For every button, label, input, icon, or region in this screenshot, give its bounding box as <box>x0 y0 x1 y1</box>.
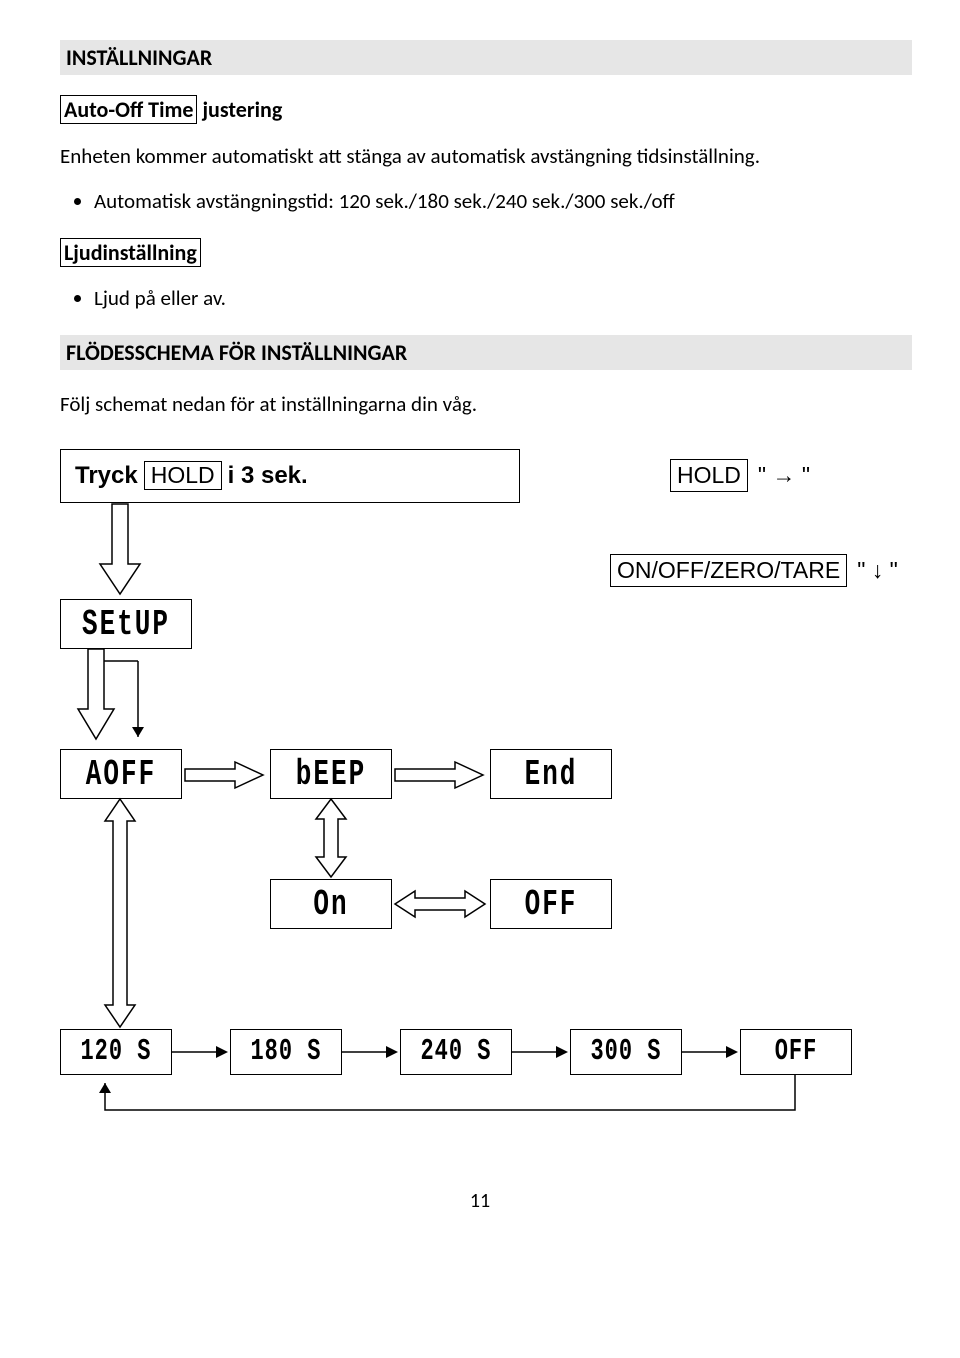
start-prefix: Tryck <box>75 462 138 490</box>
auto-off-desc: Enheten kommer automatiskt att stänga av… <box>60 142 900 170</box>
sound-heading-boxed: Ljudinställning <box>60 238 201 267</box>
start-suffix: i 3 sek. <box>228 462 308 490</box>
sound-bullets: Ljud på eller av. <box>94 285 900 311</box>
legend-hold: HOLD " → " <box>670 459 810 492</box>
node-end-text: End <box>525 753 578 795</box>
legend-onoff: ON/OFF/ZERO/TARE " ↓ " <box>610 554 898 587</box>
arrow-opt-1 <box>172 1043 228 1061</box>
auto-off-heading: Auto-Off Time justering <box>60 95 900 124</box>
flow-start-node: Tryck HOLD i 3 sek. <box>60 449 520 503</box>
auto-off-bullets: Automatisk avstängningstid: 120 sek./180… <box>94 188 900 214</box>
legend-hold-label: HOLD <box>670 459 748 492</box>
section-header-flowchart: FLÖDESSCHEMA FÖR INSTÄLLNINGAR <box>60 335 912 370</box>
page-number: 11 <box>60 1189 900 1213</box>
arrow-beep-end <box>395 762 485 788</box>
flow-node-beep: bEEP <box>270 749 392 799</box>
flow-node-on: On <box>270 879 392 929</box>
node-aoff-text: AOFF <box>86 753 156 795</box>
arrow-beep-on <box>316 799 346 877</box>
node-beep-text: bEEP <box>296 753 366 795</box>
flow-node-end: End <box>490 749 612 799</box>
arrow-opt-4 <box>682 1043 738 1061</box>
arrow-aoff-options <box>105 799 135 1027</box>
opt-120-text: 120 S <box>80 1034 151 1069</box>
flowchart: Tryck HOLD i 3 sek. HOLD " → " ON/OFF/ZE… <box>60 449 900 1169</box>
arrow-loop-back <box>80 1075 850 1125</box>
flow-opt-180: 180 S <box>230 1029 342 1075</box>
arrow-aoff-beep <box>185 762 265 788</box>
legend-onoff-arrow: " ↓ " <box>857 557 898 584</box>
start-hold-box: HOLD <box>144 461 222 490</box>
opt-240-text: 240 S <box>420 1034 491 1069</box>
flow-node-aoff: AOFF <box>60 749 182 799</box>
flow-node-setup: SEtUP <box>60 599 192 649</box>
flow-opt-120: 120 S <box>60 1029 172 1075</box>
flow-opt-off: OFF <box>740 1029 852 1075</box>
auto-off-bullet-1: Automatisk avstängningstid: 120 sek./180… <box>94 188 900 214</box>
opt-300-text: 300 S <box>590 1034 661 1069</box>
auto-off-heading-boxed: Auto-Off Time <box>60 95 197 124</box>
legend-onoff-label: ON/OFF/ZERO/TARE <box>610 554 847 587</box>
section-header-settings: INSTÄLLNINGAR <box>60 40 912 75</box>
node-on-text: On <box>313 883 348 925</box>
flowchart-desc: Följ schemat nedan för at inställningarn… <box>60 390 900 418</box>
sound-heading: Ljudinställning <box>60 238 900 267</box>
sound-bullet-1: Ljud på eller av. <box>94 285 900 311</box>
opt-off-text: OFF <box>775 1034 818 1069</box>
legend-hold-arrow: " → " <box>758 462 810 489</box>
flow-node-off: OFF <box>490 879 612 929</box>
node-off-text: OFF <box>525 883 578 925</box>
flow-opt-300: 300 S <box>570 1029 682 1075</box>
auto-off-heading-rest: justering <box>202 96 282 123</box>
arrow-opt-2 <box>342 1043 398 1061</box>
node-setup-text: SEtUP <box>82 603 170 645</box>
arrow-on-off <box>395 891 485 917</box>
flow-opt-240: 240 S <box>400 1029 512 1075</box>
opt-180-text: 180 S <box>250 1034 321 1069</box>
arrow-setup-aoff <box>78 649 158 749</box>
arrow-start-setup <box>100 504 140 596</box>
arrow-opt-3 <box>512 1043 568 1061</box>
